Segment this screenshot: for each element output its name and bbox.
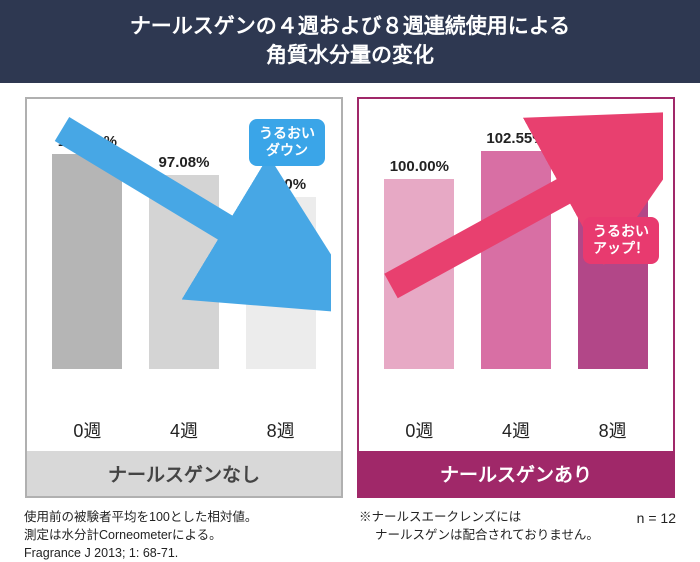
bar-0: 100.00% xyxy=(39,133,135,369)
chart-title: ナールスゲンの４週および８週連続使用による 角質水分量の変化 xyxy=(0,0,700,83)
bar-value-label: 94.00% xyxy=(255,176,306,193)
bar-value-label: 102.55% xyxy=(486,130,545,147)
chart-panel-with: 100.00% 102.55% 103.24% うるおい xyxy=(357,97,675,498)
badge-text: うるおい xyxy=(593,223,649,239)
panel-footer-without: ナールスゲンなし xyxy=(27,451,341,496)
bar-value-label: 103.24% xyxy=(583,122,642,139)
footnote-disclaimer: ※ナールスエークレンズには ナールスゲンは配合されておりません。 xyxy=(359,508,604,562)
chart-area-left: 100.00% 97.08% 94.00% うるおい xyxy=(27,99,341,409)
bar-rect xyxy=(52,154,122,369)
xaxis-tick: 0週 xyxy=(371,417,467,443)
charts-container: 100.00% 97.08% 94.00% うるおい xyxy=(0,83,700,506)
xaxis-tick: 4週 xyxy=(468,417,564,443)
xaxis-tick: 8週 xyxy=(233,417,329,443)
bar-rect xyxy=(481,151,551,369)
bar-rect xyxy=(246,197,316,369)
xaxis-tick: 4週 xyxy=(136,417,232,443)
badge-text: アップ！ xyxy=(593,240,649,256)
xaxis-left: 0週 4週 8週 xyxy=(27,409,341,451)
bar-rect xyxy=(149,175,219,369)
title-line2: 角質水分量の変化 xyxy=(266,44,434,67)
bar-1: 97.08% xyxy=(136,154,232,369)
bar-0: 100.00% xyxy=(371,158,467,369)
trend-badge-down: うるおい ダウン xyxy=(249,119,325,166)
badge-text: うるおい xyxy=(259,125,315,141)
xaxis-tick: 8週 xyxy=(565,417,661,443)
footnotes: 使用前の被験者平均を100とした相対値。 測定は水分計Corneometerによ… xyxy=(0,506,700,562)
title-line1: ナールスゲンの４週および８週連続使用による xyxy=(130,15,570,38)
footnote-line: ※ナールスエークレンズには xyxy=(359,510,521,524)
footnote-n: n = 12 xyxy=(604,508,676,562)
badge-text: ダウン xyxy=(266,142,308,158)
footnote-method: 使用前の被験者平均を100とした相対値。 測定は水分計Corneometerによ… xyxy=(24,508,359,562)
bar-value-label: 97.08% xyxy=(159,154,210,171)
trend-badge-up: うるおい アップ！ xyxy=(583,217,659,264)
bar-1: 102.55% xyxy=(468,130,564,369)
chart-panel-without: 100.00% 97.08% 94.00% うるおい xyxy=(25,97,343,498)
footnote-line: Fragrance J 2013; 1: 68-71. xyxy=(24,546,178,560)
bar-rect xyxy=(384,179,454,369)
chart-area-right: 100.00% 102.55% 103.24% うるおい xyxy=(359,99,673,409)
bar-2: 94.00% xyxy=(233,176,329,369)
bar-value-label: 100.00% xyxy=(390,158,449,175)
xaxis-right: 0週 4週 8週 xyxy=(359,409,673,451)
bar-value-label: 100.00% xyxy=(58,133,117,150)
footnote-line: 使用前の被験者平均を100とした相対値。 xyxy=(24,510,257,524)
xaxis-tick: 0週 xyxy=(39,417,135,443)
panel-footer-with: ナールスゲンあり xyxy=(359,451,673,496)
